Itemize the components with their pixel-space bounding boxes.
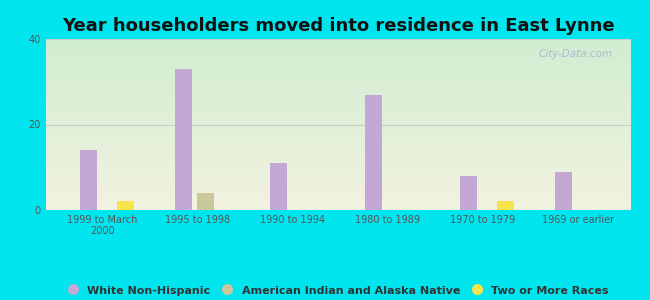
Legend: White Non-Hispanic, American Indian and Alaska Native, Two or More Races: White Non-Hispanic, American Indian and … [63,280,613,300]
Bar [460,176,477,210]
Bar [175,69,192,210]
Bar [365,94,382,210]
Bar [497,202,514,210]
Bar [270,163,287,210]
Bar [80,150,97,210]
Text: City-Data.com: City-Data.com [539,49,613,59]
Bar [117,202,134,210]
Bar [197,193,214,210]
Bar [555,172,573,210]
Title: Year householders moved into residence in East Lynne: Year householders moved into residence i… [62,17,614,35]
